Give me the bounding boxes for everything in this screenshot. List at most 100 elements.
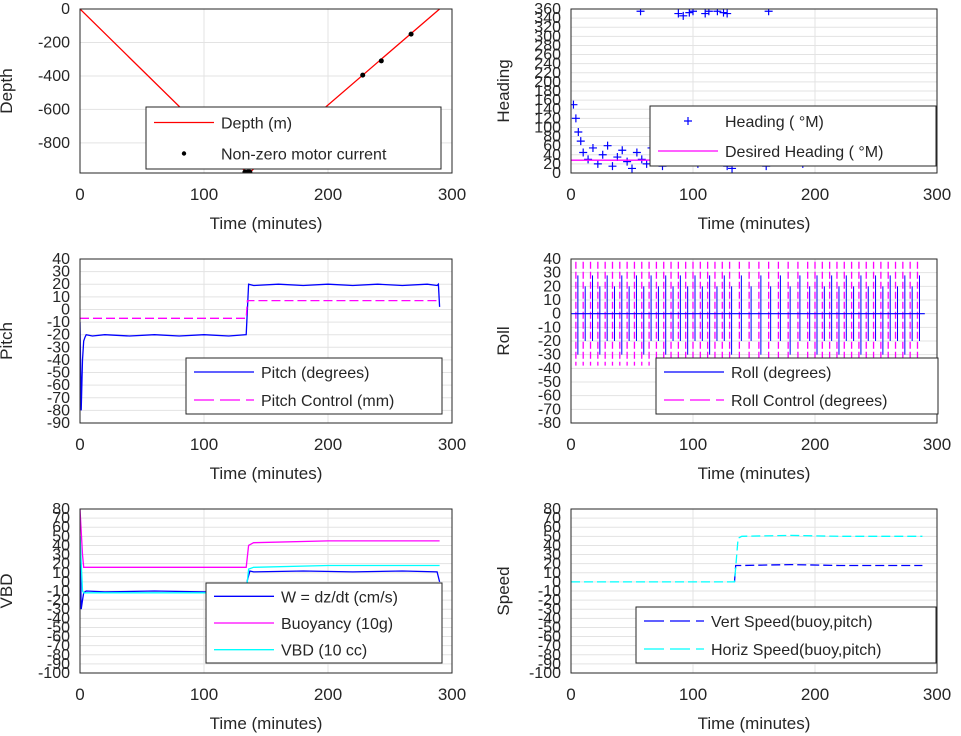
legend-label: Buoyancy (10g) [281,616,393,633]
y-tick-label: 0 [552,306,561,323]
y-tick-label: -80 [538,415,561,432]
y-tick-label: 20 [543,556,561,573]
chart-2: 0204060801001201401601802002202402602803… [494,1,951,233]
y-tick-label: 20 [52,556,70,573]
y-tick-label: 20 [543,278,561,295]
y-tick-label: -100 [38,665,70,682]
legend-label: VBD (10 cc) [281,643,367,660]
heading-point [623,157,632,166]
legend: Depth (m) Non-zero motor current [145,106,442,170]
y-tick-label: 20 [52,276,70,293]
x-tick-label: 300 [923,185,951,204]
legend-label: W = dz/dt (cm/s) [281,589,398,606]
y-tick-label: -600 [38,101,70,118]
x-tick-label: 300 [923,435,951,454]
heading-point [685,9,694,17]
y-tick-label: -30 [47,601,70,618]
axes-frame [79,508,453,674]
heading-point [584,155,593,164]
y-tick-label: -60 [538,388,561,405]
x-tick-label: 100 [190,685,218,704]
heading-point [719,9,728,17]
legend-box [185,357,443,415]
x-axis-label: Time (minutes) [698,464,811,483]
y-tick-label: 30 [52,264,70,281]
chart-1: 0 -200 -400 -600 -800 0 100 200 300 Time (minutes… [0,1,466,233]
axes-frame [79,8,453,174]
heading-point [723,9,732,18]
legend-box [649,105,937,167]
legend-box [655,357,939,415]
axes-frame [570,258,938,424]
y-tick-label: -10 [47,583,70,600]
y-tick-label: -200 [38,34,70,51]
legend-label: Heading ( °M) [725,114,824,131]
heading-point [588,143,597,152]
legend-box [635,606,937,664]
motor-current-point [408,31,414,37]
legend-label: Pitch Control (mm) [261,393,394,410]
y-axis-label: Speed [494,566,513,615]
legend-label: Non-zero motor current [221,147,387,164]
y-tick-label: 80 [543,129,561,146]
heading-point [574,128,583,136]
y-tick-label: -40 [538,360,561,377]
x-tick-label: 0 [75,185,84,204]
y-tick-label: -20 [538,592,561,609]
y-tick-label: 10 [543,565,561,582]
y-tick-label: -400 [38,68,70,85]
y-tick-label: 220 [534,65,561,82]
x-axis-label: Time (minutes) [698,714,811,733]
x-axis-label: Time (minutes) [698,214,811,233]
legend-label: Roll Control (degrees) [731,393,888,410]
x-tick-label: 100 [190,185,218,204]
y-tick-label: 80 [543,501,561,518]
y-tick-label: 30 [543,265,561,282]
motor-current-point [378,58,384,64]
y-tick-label: 50 [543,528,561,545]
y-tick-label: 70 [52,510,70,527]
series-line-2 [571,534,923,583]
heading-point [689,9,697,16]
heading-point [579,148,588,157]
y-tick-label: -30 [538,347,561,364]
legend: Vert Speed(buoy,pitch) Horiz Speed(buoy,p… [635,606,937,664]
y-tick-label: -40 [538,610,561,627]
y-tick-label: -90 [47,415,70,432]
chart-6: 80706050403020100-10-20-30-40-50-60-70-8… [494,501,951,733]
series-line-1 [80,282,441,411]
y-tick-label: 60 [543,138,561,155]
y-tick-label: 0 [61,574,70,591]
heading-point [608,162,617,171]
y-tick-label: -10 [47,314,70,331]
heading-point [764,9,773,16]
legend-marker [684,117,692,125]
legend-label: Vert Speed(buoy,pitch) [711,614,873,631]
y-tick-label: 180 [534,83,561,100]
y-tick-label: -60 [47,377,70,394]
heading-point [598,150,607,159]
motor-current-point [247,169,253,173]
x-tick-label: 300 [438,185,466,204]
y-tick-label: 30 [543,547,561,564]
legend-label: Horiz Speed(buoy,pitch) [711,642,881,659]
y-tick-label: -70 [538,638,561,655]
heading-point [593,159,602,168]
heading-point [632,148,641,157]
y-tick-label: -10 [538,319,561,336]
heading-point [704,9,713,16]
y-tick-label: -60 [47,629,70,646]
y-tick-label: 120 [534,110,561,127]
y-tick-label: 200 [534,74,561,91]
y-tick-label: -80 [47,402,70,419]
legend: Roll (degrees) Roll Control (degrees) [655,357,939,415]
x-tick-label: 0 [75,685,84,704]
y-tick-label: 0 [61,301,70,318]
y-tick-label: 50 [52,528,70,545]
axes-frame [570,8,938,174]
y-tick-label: -50 [47,365,70,382]
x-axis-label: Time (minutes) [210,214,323,233]
y-axis-label: Heading [494,59,513,122]
x-tick-label: 200 [801,685,829,704]
